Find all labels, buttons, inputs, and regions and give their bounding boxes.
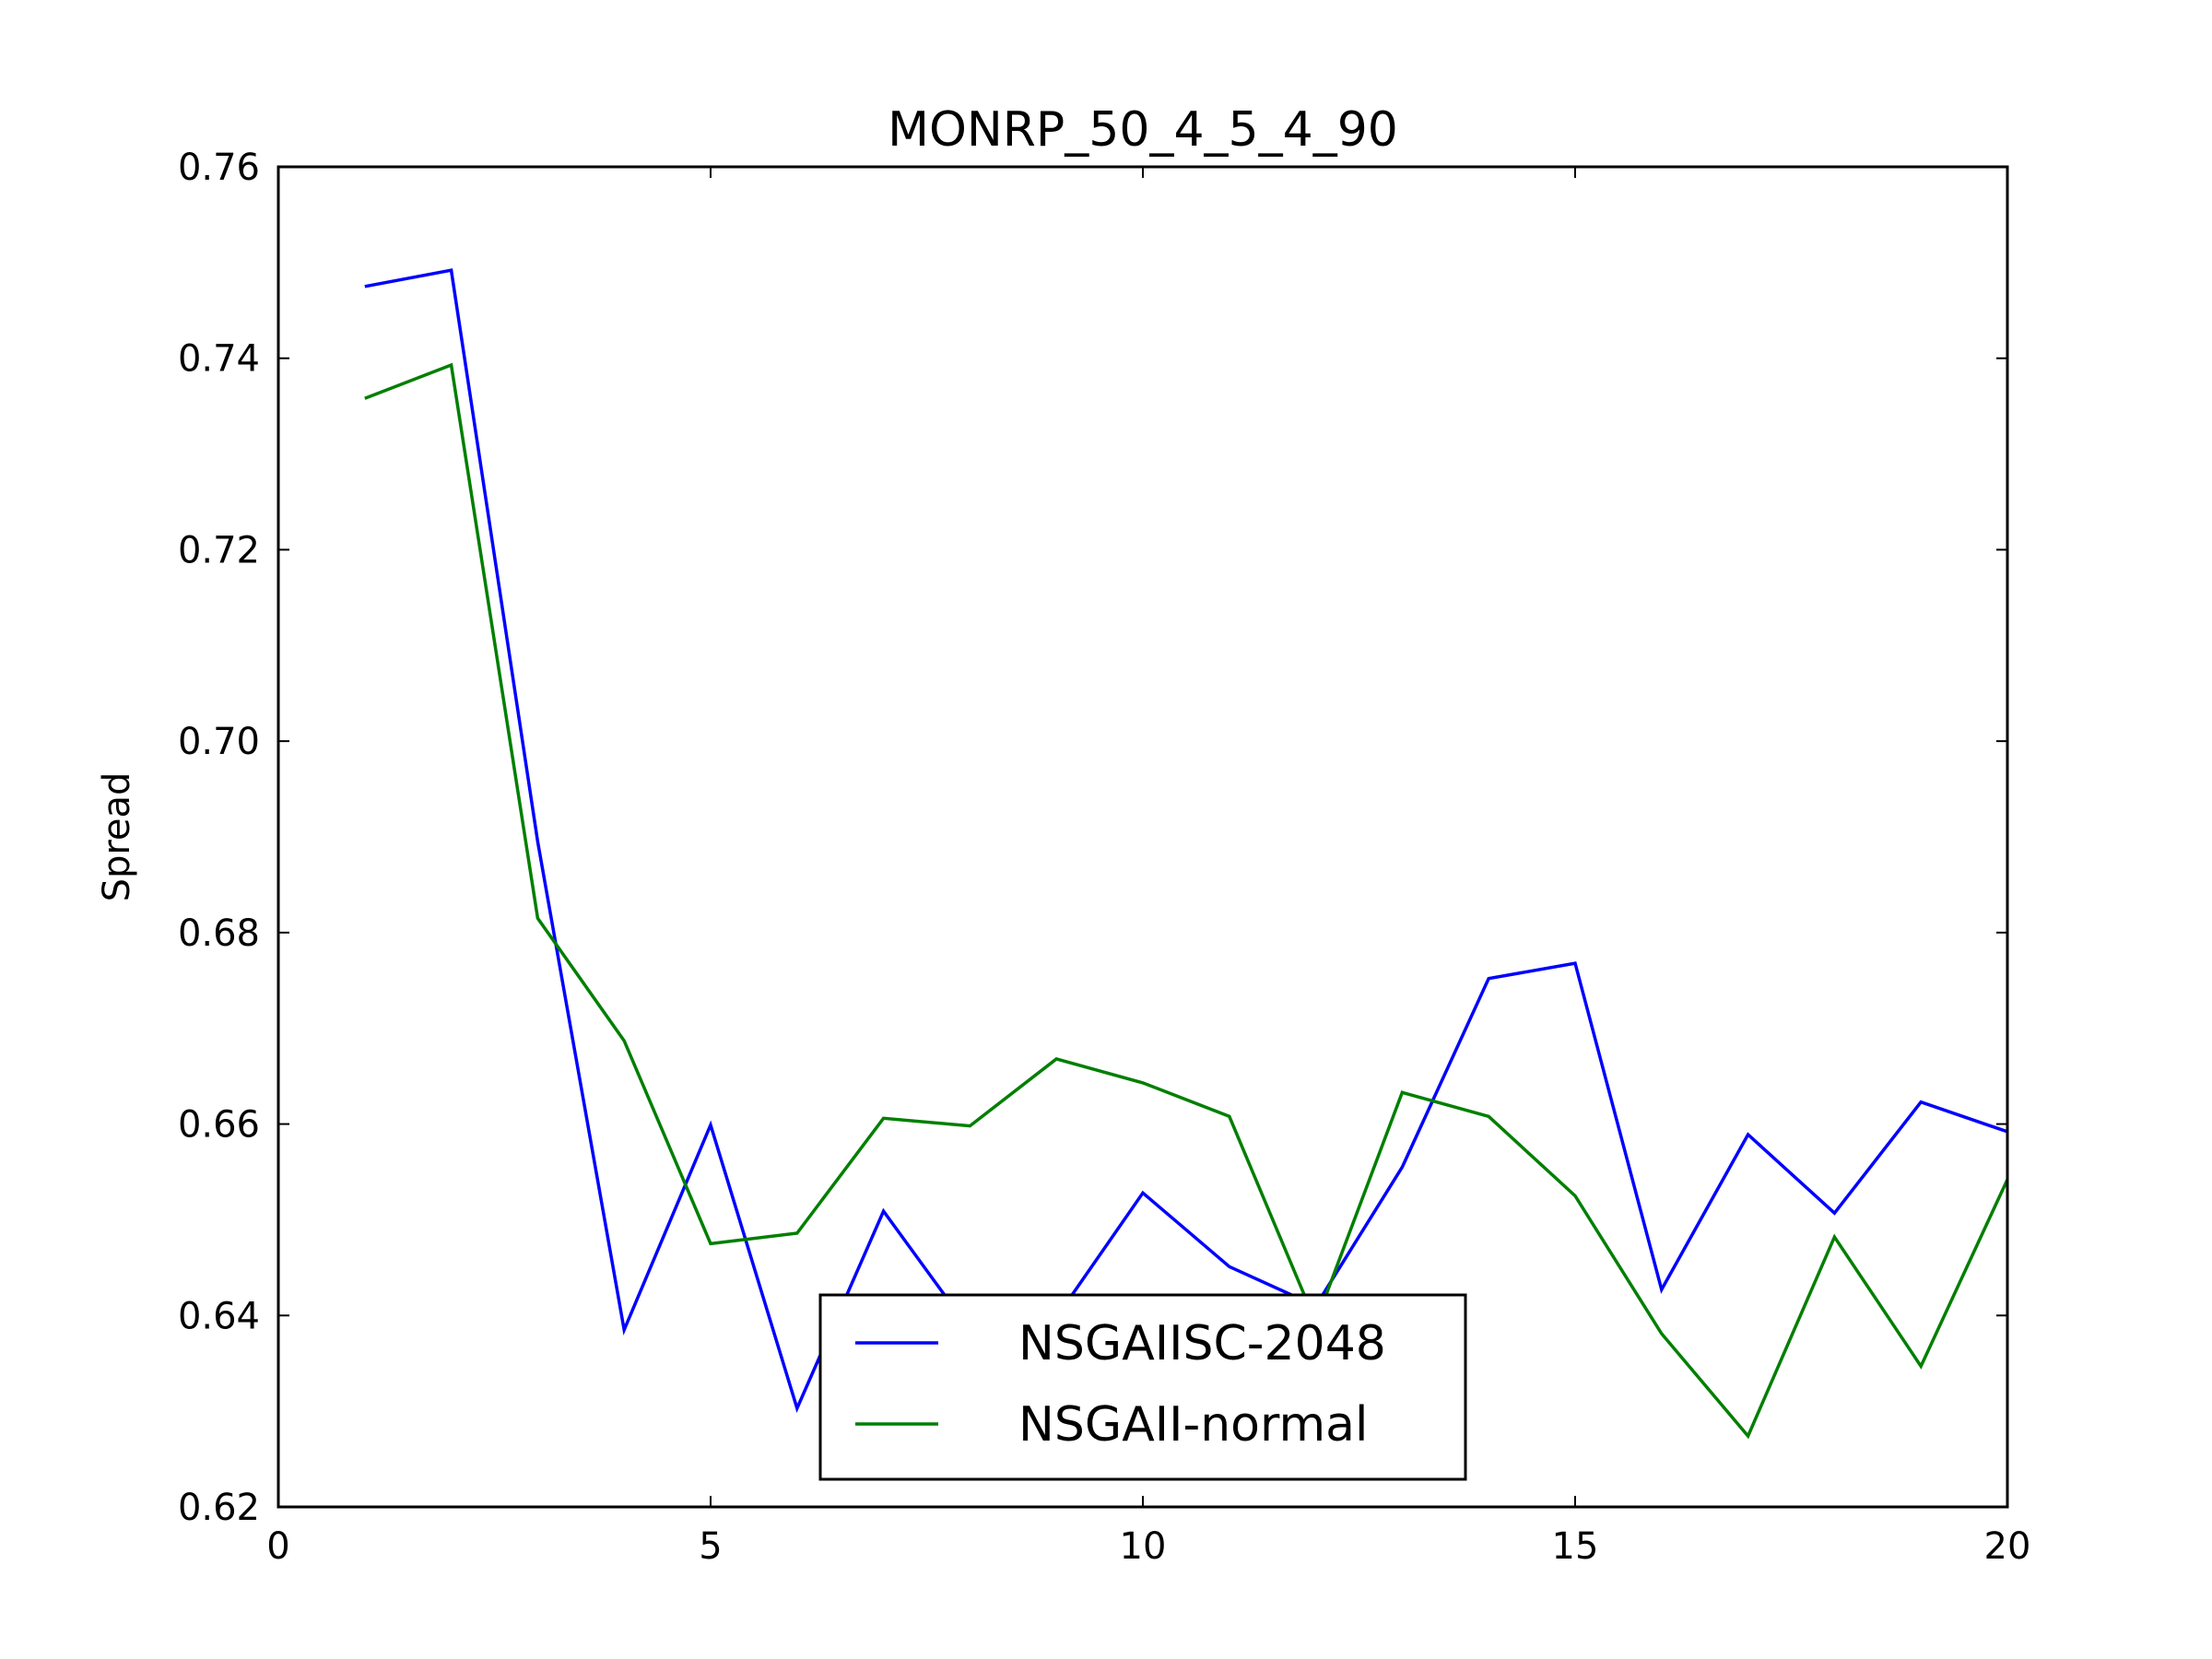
series-line-2 xyxy=(364,362,2007,1440)
legend-box xyxy=(818,1293,1467,1481)
chart-title: MONRP_50_4_5_4_90 xyxy=(888,102,1398,158)
y-tick-label: 0.64 xyxy=(178,1295,260,1337)
x-tick-label: 10 xyxy=(1120,1525,1167,1568)
series-layer xyxy=(364,268,2007,1440)
ticks-layer: 0 5 10 15 20 0.62 0.64 0.66 0.68 0.70 0.72 0.74 0.76 xyxy=(178,147,2031,1568)
y-tick-label: 0.74 xyxy=(178,338,260,381)
y-tick-label: 0.68 xyxy=(178,912,260,955)
x-tick-label: 0 xyxy=(266,1525,289,1568)
x-tick-label: 20 xyxy=(1984,1525,2031,1568)
y-tick-label: 0.76 xyxy=(178,147,260,189)
series-line-1 xyxy=(364,268,2007,1414)
y-axis-label: Spread xyxy=(96,772,138,902)
x-tick-label: 15 xyxy=(1552,1525,1599,1568)
y-tick-label: 0.62 xyxy=(178,1487,260,1529)
legend-label-2: NSGAII-normal xyxy=(1018,1397,1368,1453)
y-tick-label: 0.70 xyxy=(178,721,260,763)
y-tick-label: 0.66 xyxy=(178,1104,260,1147)
y-tick-label: 0.72 xyxy=(178,529,260,571)
legend: NSGAIISC-2048 NSGAII-normal xyxy=(818,1293,1467,1481)
x-tick-label: 5 xyxy=(699,1525,722,1568)
legend-label-1: NSGAIISC-2048 xyxy=(1018,1316,1386,1371)
